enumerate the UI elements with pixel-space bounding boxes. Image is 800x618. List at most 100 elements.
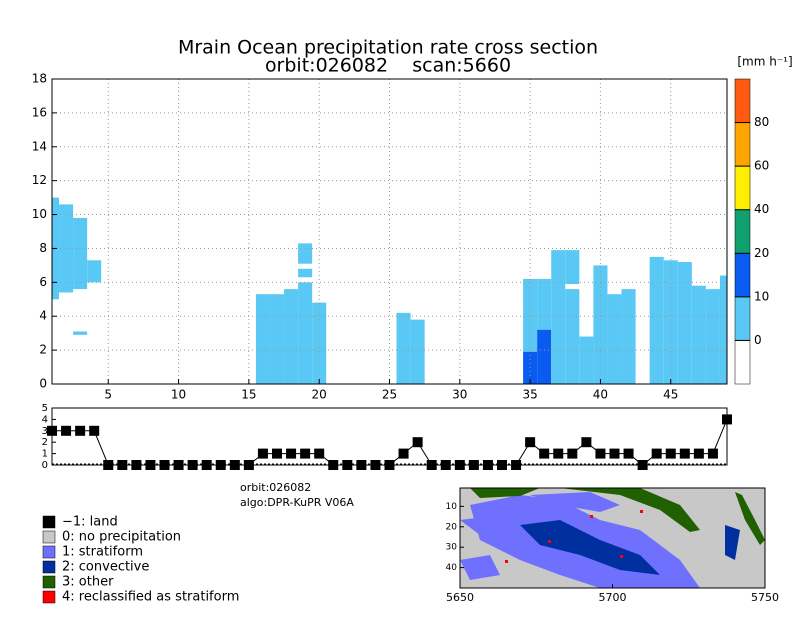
y-tick-label: 4 <box>39 309 47 323</box>
rain-segment <box>537 278 552 330</box>
rain-segment <box>255 294 270 384</box>
storm-type-marker <box>581 437 592 448</box>
storm-type-marker <box>595 448 606 459</box>
colorbar-tick-label: 40 <box>754 202 769 216</box>
y-tick-label: 20 <box>446 522 458 532</box>
colorbar-box <box>734 209 751 254</box>
plot-area <box>52 197 727 384</box>
rain-segment <box>298 243 313 264</box>
rain-segment <box>59 204 74 293</box>
x-tick-label: 35 <box>522 388 537 402</box>
chart-subtitle: orbit:026082 scan:5660 <box>265 55 511 77</box>
colorbar-box <box>734 122 751 167</box>
legend-swatch <box>42 575 56 589</box>
y-tick-label: 1 <box>42 449 48 460</box>
storm-type-marker <box>665 448 676 459</box>
x-tick-label: 5700 <box>599 591 627 604</box>
storm-type-marker <box>539 448 550 459</box>
rain-segment <box>410 319 425 384</box>
y-tick-label: 3 <box>42 426 48 437</box>
y-tick-label: 0 <box>42 460 48 471</box>
storm-type-marker <box>412 437 423 448</box>
legend-label: −1: land <box>62 515 118 530</box>
rain-segment <box>284 289 299 384</box>
storm-type-marker <box>398 448 409 459</box>
rain-segment <box>607 294 622 384</box>
x-tick-label: 5 <box>104 388 112 402</box>
storm-type-marker <box>61 425 72 436</box>
rain-segment <box>719 275 727 384</box>
colorbar-box <box>734 296 751 341</box>
rain-segment <box>298 282 313 384</box>
x-tick-label: 30 <box>452 388 467 402</box>
y-tick-label: 2 <box>39 343 47 357</box>
annotation: algo:DPR-KuPR V06A <box>240 496 354 509</box>
y-tick-label: 16 <box>32 105 47 119</box>
map-frame <box>459 487 766 589</box>
storm-type-marker <box>300 448 311 459</box>
storm-type-marker <box>567 448 578 459</box>
y-tick-label: 30 <box>446 543 458 553</box>
storm-type-marker <box>286 448 297 459</box>
rain-segment <box>593 265 608 384</box>
storm-type-marker <box>679 448 690 459</box>
y-tick-label: 14 <box>32 139 47 153</box>
y-tick-label: 10 <box>446 502 458 512</box>
legend-swatch <box>42 530 56 544</box>
y-tick-label: 6 <box>39 275 47 289</box>
rain-segment <box>663 260 678 384</box>
y-tick-label: 4 <box>42 414 48 425</box>
rain-segment <box>269 294 285 384</box>
x-tick-label: 10 <box>171 388 186 402</box>
storm-type-marker <box>314 448 325 459</box>
rain-segment <box>677 262 692 384</box>
rain-segment <box>621 289 636 384</box>
x-tick-label: 25 <box>382 388 397 402</box>
y-tick-label: 12 <box>32 173 47 187</box>
rain-segment <box>649 256 664 384</box>
y-tick-label: 18 <box>32 72 47 86</box>
storm-type-marker <box>623 448 634 459</box>
x-tick-label: 5650 <box>446 591 474 604</box>
colorbar-box <box>734 253 751 298</box>
storm-type-marker <box>553 448 564 459</box>
rain-segment <box>565 289 580 384</box>
rain-segment <box>396 312 411 384</box>
x-tick-label: 20 <box>312 388 327 402</box>
storm-type-marker <box>651 448 662 459</box>
plot-frame <box>51 78 728 385</box>
storm-type-marker <box>609 448 620 459</box>
y-tick-label: 5 <box>42 403 48 414</box>
legend-label: 0: no precipitation <box>62 530 181 545</box>
legend-swatch <box>42 590 56 604</box>
x-tick-label: 5750 <box>751 591 779 604</box>
colorbar-box <box>734 340 751 385</box>
legend-label: 3: other <box>62 575 114 590</box>
plot-frame <box>51 407 728 466</box>
rain-segment <box>298 268 313 278</box>
legend-label: 2: convective <box>62 560 149 575</box>
chart-title: Mrain Ocean precipitation rate cross sec… <box>178 37 598 59</box>
rain-segment <box>705 289 720 384</box>
rain-segment <box>579 336 594 384</box>
rain-segment <box>551 250 566 384</box>
rain-segment <box>73 331 88 335</box>
legend-swatch <box>42 560 56 574</box>
storm-type-marker <box>89 425 100 436</box>
rain-segment <box>87 260 102 283</box>
colorbar-box <box>734 78 751 123</box>
legend-swatch <box>42 515 56 529</box>
x-tick-label: 15 <box>241 388 256 402</box>
legend-swatch <box>42 545 56 559</box>
colorbar-tick-label: 20 <box>754 246 769 260</box>
annotation: orbit:026082 <box>240 481 311 494</box>
rain-segment <box>691 285 706 384</box>
x-tick-label: 40 <box>593 388 608 402</box>
y-tick-label: 0 <box>39 377 47 391</box>
y-tick-label: 10 <box>32 207 47 221</box>
y-tick-label: 2 <box>42 437 48 448</box>
storm-type-marker <box>525 437 536 448</box>
colorbar-tick-label: 60 <box>754 159 769 173</box>
rain-segment <box>565 250 580 285</box>
